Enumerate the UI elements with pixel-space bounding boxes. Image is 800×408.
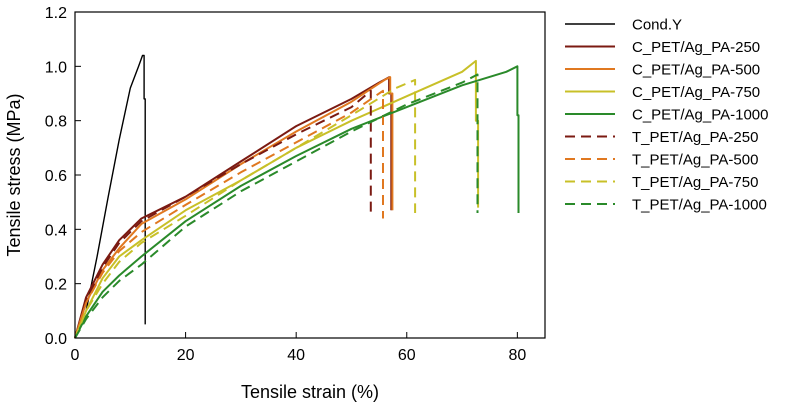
x-tick-label: 0 [71,347,80,364]
series-line-c-pet-ag-pa-250 [74,76,393,339]
legend-label: C_PET/Ag_PA-250 [632,39,760,56]
x-tick-label: 80 [508,347,526,364]
y-tick-label: 0.0 [45,331,67,348]
x-tick-label: 40 [287,347,305,364]
legend-label: T_PET/Ag_PA-1000 [632,197,767,214]
series-lines [74,54,520,339]
legend-label: C_PET/Ag_PA-500 [632,62,760,79]
y-tick-label: 1.2 [45,5,67,22]
series-line-t-pet-ag-pa-750 [74,78,417,339]
legend-label: C_PET/Ag_PA-1000 [632,107,768,124]
series-line-t-pet-ag-pa-1000 [74,73,479,339]
series-line-t-pet-ag-pa-500 [74,89,384,339]
x-tick-label: 60 [398,347,416,364]
legend-label: T_PET/Ag_PA-500 [632,152,758,169]
y-tick-label: 0.8 [45,114,67,131]
legend-label: Cond.Y [632,17,682,34]
y-tick-label: 0.6 [45,168,67,185]
y-tick-label: 0.2 [45,277,67,294]
series-line-c-pet-ag-pa-1000 [74,65,520,339]
y-axis-title: Tensile stress (MPa) [4,93,24,256]
x-tick-label: 20 [177,347,195,364]
legend: Cond.Y C_PET/Ag_PA-250 C_PET/Ag_PA-500 C_PE… [565,17,768,214]
legend-label: C_PET/Ag_PA-750 [632,84,760,101]
x-axis-title: Tensile strain (%) [241,382,379,402]
y-tick-label: 1.0 [45,59,67,76]
axis-ticks: 0 20 40 60 80 0.0 0.2 0.4 0.6 0.8 1.0 1.2 [45,5,527,364]
series-line-c-pet-ag-pa-750 [74,59,480,339]
series-line-cond-y [74,54,146,339]
legend-label: T_PET/Ag_PA-750 [632,174,758,191]
legend-label: T_PET/Ag_PA-250 [632,129,758,146]
y-tick-label: 0.4 [45,222,67,239]
series-line-t-pet-ag-pa-250 [74,89,372,339]
